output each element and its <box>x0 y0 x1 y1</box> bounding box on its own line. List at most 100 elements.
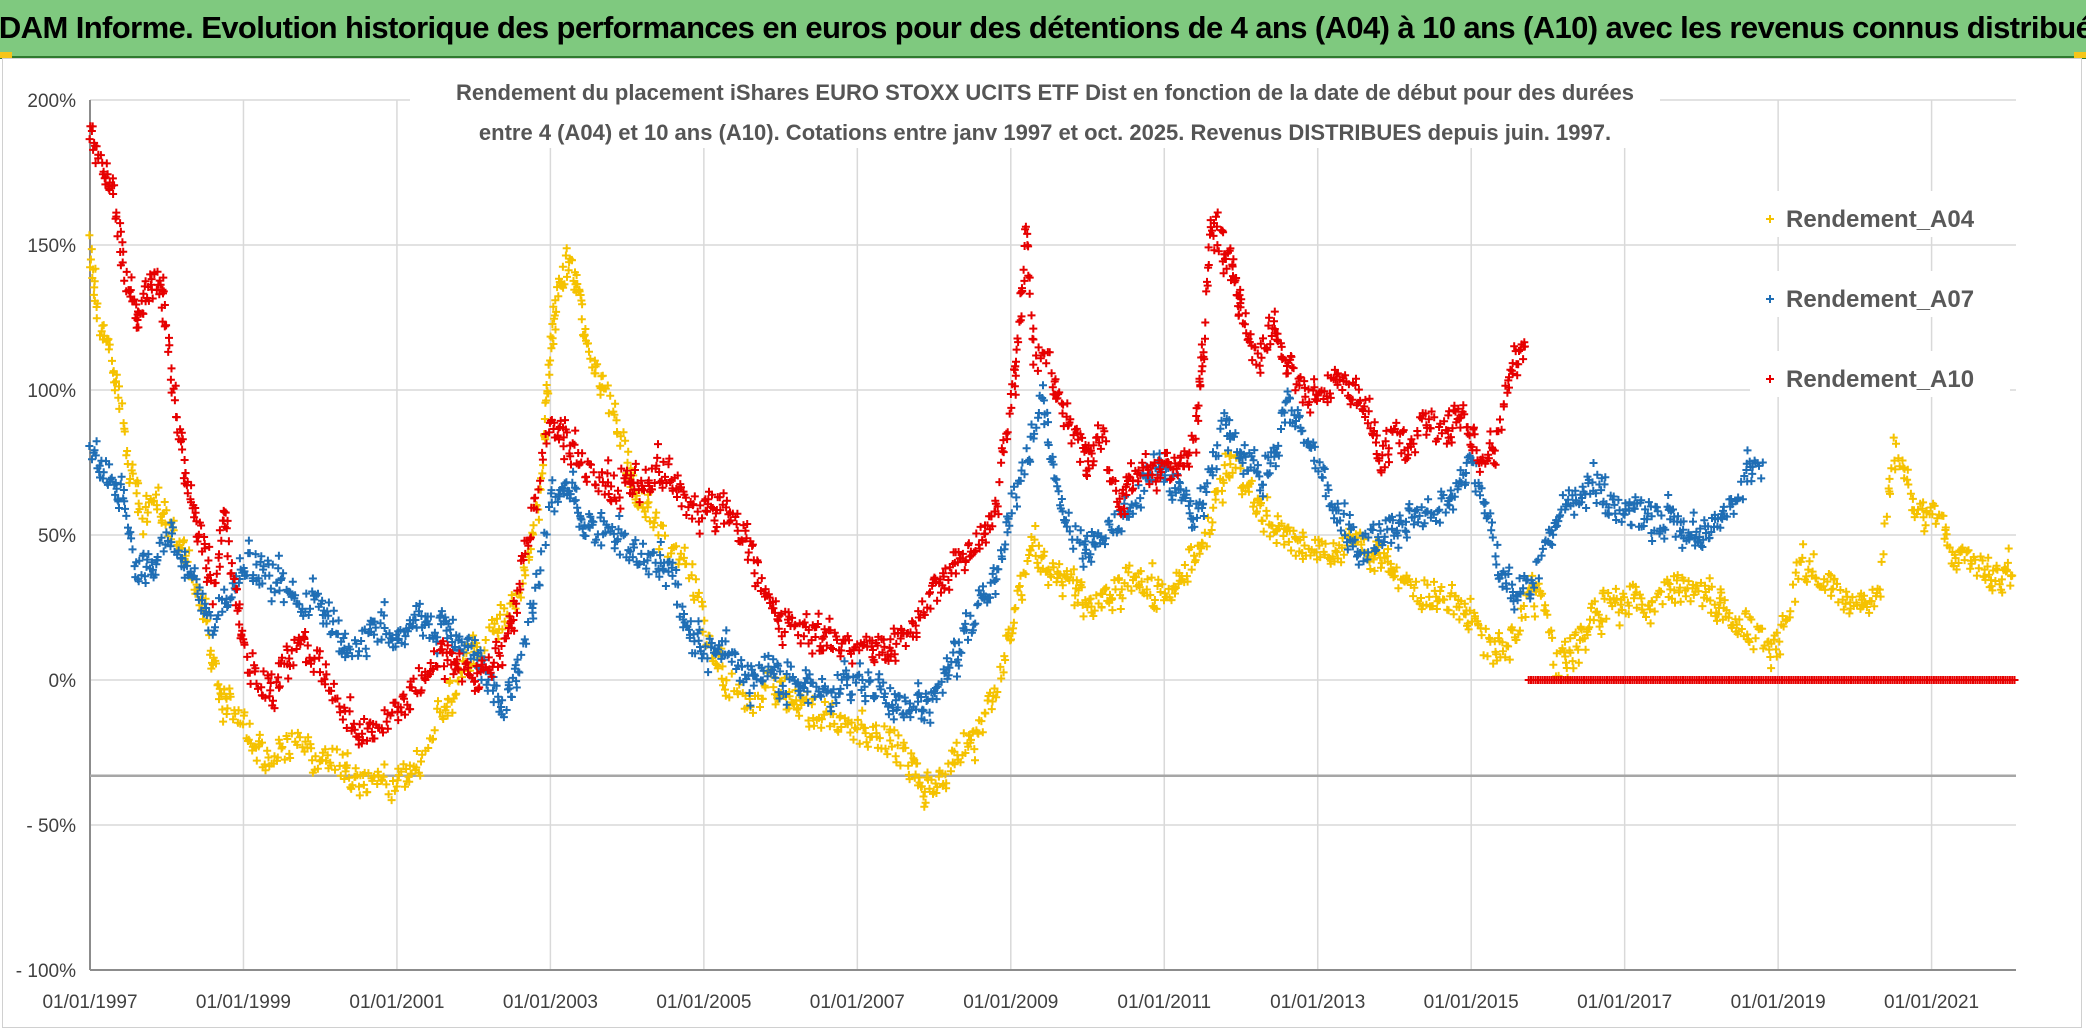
data-point <box>655 572 664 581</box>
data-point <box>121 504 129 513</box>
data-point <box>1124 568 1133 577</box>
data-point <box>144 550 153 559</box>
data-point <box>1537 551 1546 560</box>
data-point <box>1345 511 1354 519</box>
data-point <box>1538 589 1547 598</box>
data-point <box>333 630 342 639</box>
data-point <box>277 574 286 583</box>
data-point <box>430 726 439 735</box>
data-point <box>1441 508 1450 517</box>
data-point <box>1971 555 1980 564</box>
data-point <box>758 676 767 685</box>
data-point <box>630 543 638 552</box>
data-point <box>540 415 549 423</box>
data-point <box>1657 587 1665 596</box>
data-point <box>452 689 461 698</box>
data-point <box>978 728 987 737</box>
data-point <box>1409 592 1418 601</box>
data-point <box>1044 581 1053 589</box>
data-point <box>274 564 283 573</box>
data-point <box>604 409 613 418</box>
data-point <box>379 772 388 781</box>
data-point <box>672 566 681 574</box>
data-point <box>159 273 168 282</box>
data-point <box>443 711 452 720</box>
data-point <box>1483 652 1492 661</box>
data-point <box>1885 474 1894 483</box>
data-point <box>1425 592 1434 601</box>
data-point <box>1481 498 1490 507</box>
data-point <box>627 471 635 480</box>
data-point <box>1089 612 1098 620</box>
data-point <box>1697 541 1705 550</box>
data-point <box>834 727 843 736</box>
data-point <box>1716 523 1725 532</box>
data-point <box>661 531 669 540</box>
data-point <box>112 212 121 221</box>
data-point <box>105 460 114 469</box>
data-point <box>417 757 425 766</box>
data-point <box>1836 586 1845 594</box>
data-point <box>1692 581 1701 590</box>
data-point <box>280 755 289 764</box>
data-point <box>899 738 908 747</box>
data-point <box>339 634 348 642</box>
data-point <box>774 616 783 625</box>
data-point <box>1908 494 1917 503</box>
data-point <box>351 764 360 773</box>
data-point <box>1280 540 1289 549</box>
data-point <box>1679 525 1688 534</box>
data-point <box>373 637 382 646</box>
data-point <box>399 760 408 769</box>
data-point <box>1058 592 1067 601</box>
data-point <box>872 729 881 738</box>
data-point <box>223 516 232 525</box>
data-point <box>1217 416 1226 425</box>
data-point <box>933 596 942 605</box>
data-point <box>1598 617 1607 626</box>
data-point <box>1449 610 1458 619</box>
data-point <box>364 769 373 778</box>
data-point <box>722 496 731 505</box>
data-point <box>448 708 457 717</box>
data-point <box>361 644 370 653</box>
data-point <box>1225 452 1234 461</box>
data-point <box>1092 591 1101 600</box>
data-point <box>1964 546 1973 555</box>
data-point <box>1031 522 1040 530</box>
data-point <box>586 354 595 363</box>
data-point <box>322 670 331 679</box>
data-point <box>92 142 101 151</box>
data-point <box>455 632 464 641</box>
data-point <box>122 267 131 276</box>
data-point <box>941 770 950 779</box>
data-point <box>208 630 217 639</box>
data-point <box>1564 495 1573 504</box>
data-point <box>1337 558 1346 567</box>
data-point <box>1374 536 1383 545</box>
data-point <box>637 549 646 558</box>
data-point <box>1882 512 1891 521</box>
data-point <box>1466 594 1475 603</box>
data-point <box>890 726 899 735</box>
chart-title-line1: Rendement du placement iShares EURO STOX… <box>456 80 1634 105</box>
data-point <box>1295 411 1304 420</box>
data-point <box>1137 577 1146 586</box>
data-point <box>1471 487 1480 496</box>
data-point <box>498 696 507 705</box>
data-point <box>1187 565 1196 574</box>
data-point <box>1569 664 1578 673</box>
data-point <box>919 706 928 715</box>
data-point <box>135 556 144 565</box>
data-point <box>1841 599 1850 608</box>
data-point <box>442 626 451 635</box>
data-point <box>1007 489 1016 498</box>
data-point <box>1081 537 1090 546</box>
data-point <box>1772 628 1781 637</box>
data-point <box>159 547 168 556</box>
data-point <box>1044 441 1053 449</box>
data-point <box>1952 565 1961 574</box>
data-point <box>747 665 756 674</box>
data-point <box>116 227 125 236</box>
data-point <box>1988 586 1997 595</box>
